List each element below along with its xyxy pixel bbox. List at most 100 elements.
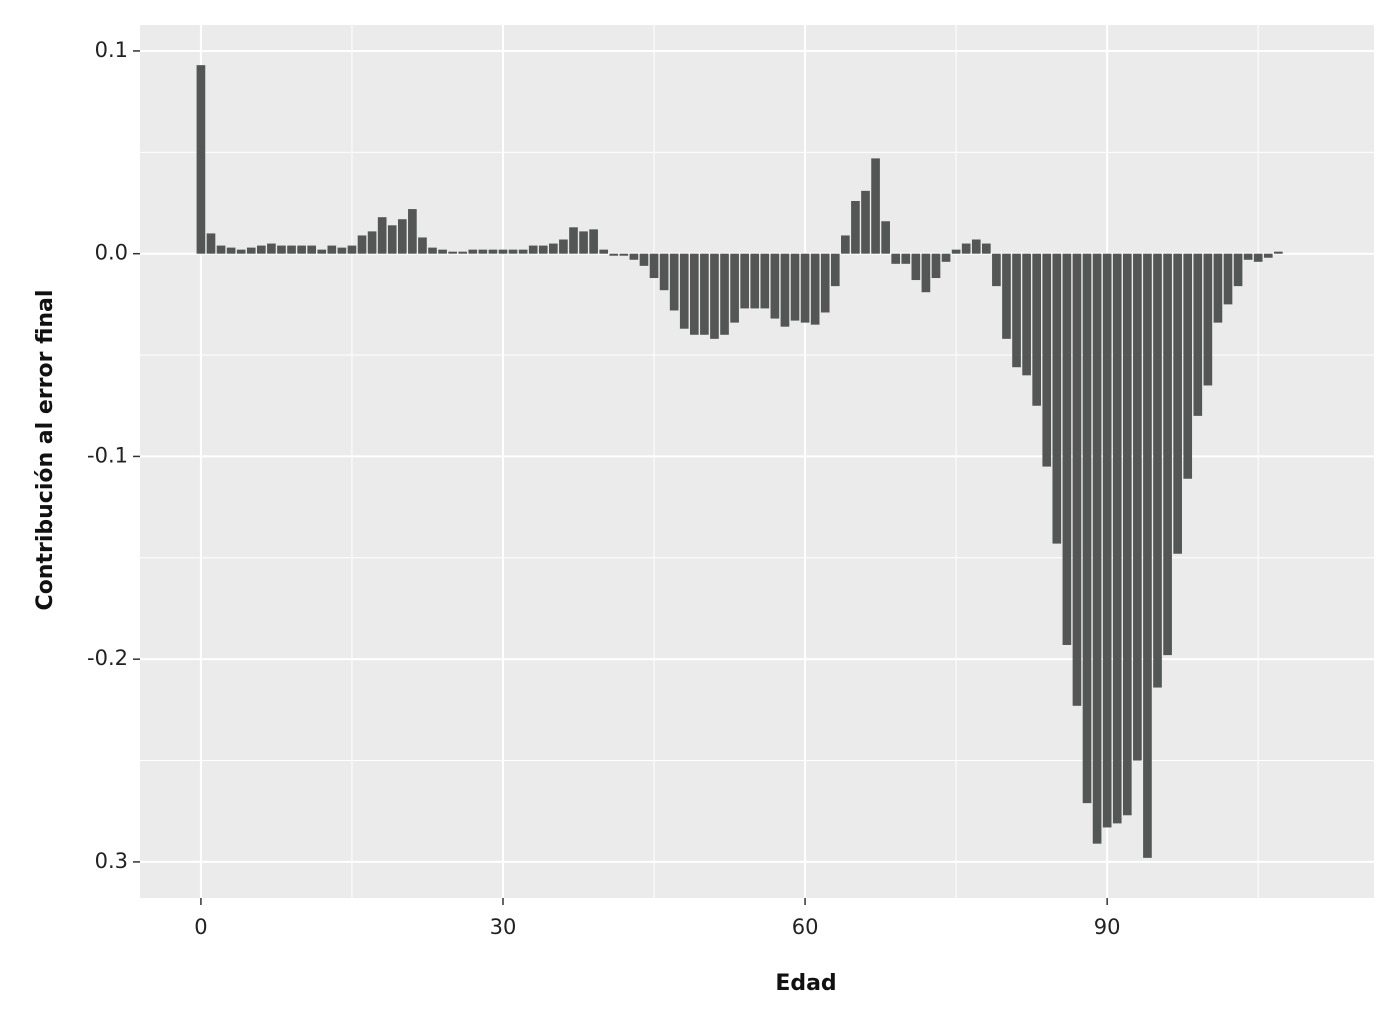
bar xyxy=(367,231,377,254)
bar xyxy=(508,249,518,254)
bar xyxy=(387,225,397,254)
bar xyxy=(911,253,921,281)
y-tick-label: 0.1 xyxy=(95,38,128,62)
bar xyxy=(1072,253,1082,706)
bar xyxy=(297,245,306,254)
bar xyxy=(750,253,760,309)
bar xyxy=(408,209,417,254)
bar xyxy=(1112,253,1122,824)
bar xyxy=(337,247,347,254)
bar xyxy=(458,251,468,254)
bar xyxy=(659,253,669,291)
y-tick-label: 0.0 xyxy=(95,241,128,265)
y-tick-label: -0.2 xyxy=(87,646,128,670)
bar xyxy=(327,245,337,254)
bar xyxy=(287,245,296,254)
bar xyxy=(1203,253,1213,386)
x-tick-label: 30 xyxy=(490,915,517,939)
bar xyxy=(629,253,639,260)
bar xyxy=(689,253,699,335)
bar xyxy=(1183,253,1193,479)
bar xyxy=(1173,253,1182,554)
x-axis-title: Edad xyxy=(775,971,836,996)
bar xyxy=(790,253,800,321)
bar xyxy=(971,239,981,254)
bar xyxy=(609,253,619,256)
bar xyxy=(1253,253,1263,262)
bar xyxy=(1153,253,1162,688)
bar xyxy=(498,249,508,254)
bar xyxy=(1052,253,1062,544)
bar xyxy=(871,158,880,254)
x-tick-label: 60 xyxy=(792,915,819,939)
bar xyxy=(1002,253,1011,339)
bar xyxy=(1223,253,1233,305)
bar xyxy=(428,247,437,254)
bar xyxy=(1163,253,1172,656)
bar xyxy=(669,253,679,311)
bar xyxy=(1102,253,1112,828)
bar xyxy=(760,253,770,309)
bar xyxy=(1042,253,1052,467)
bar xyxy=(841,235,850,254)
bar xyxy=(277,245,286,254)
bar xyxy=(891,253,901,264)
bar xyxy=(780,253,790,327)
y-axis-title: Contribución al error final xyxy=(33,290,58,611)
bar xyxy=(579,231,588,254)
bar xyxy=(1193,253,1203,416)
bar xyxy=(438,249,447,254)
bar xyxy=(1032,253,1042,406)
bar xyxy=(851,200,860,254)
bar xyxy=(992,253,1001,287)
bar xyxy=(377,217,387,254)
bar xyxy=(1233,253,1243,287)
bar xyxy=(720,253,729,335)
bar xyxy=(448,251,457,254)
bar xyxy=(528,245,538,254)
bar xyxy=(1082,253,1092,804)
bar xyxy=(830,253,840,287)
bar xyxy=(941,253,951,262)
bar xyxy=(478,249,488,254)
bar xyxy=(639,253,649,266)
bar xyxy=(679,253,689,329)
bar xyxy=(257,245,266,254)
bar xyxy=(1263,253,1273,258)
bar xyxy=(397,219,407,254)
bar xyxy=(1243,253,1253,260)
bar xyxy=(518,249,528,254)
bar xyxy=(1012,253,1021,368)
bar xyxy=(1092,253,1102,844)
bar xyxy=(1213,253,1223,323)
bar xyxy=(569,227,578,254)
bar xyxy=(418,237,427,254)
bar xyxy=(710,253,719,339)
bar xyxy=(589,229,598,254)
bar xyxy=(599,249,609,254)
bar xyxy=(931,253,941,279)
y-tick-label: -0.1 xyxy=(87,443,128,467)
bar xyxy=(1022,253,1031,376)
bar xyxy=(649,253,659,279)
bar xyxy=(1122,253,1132,816)
bar xyxy=(549,243,558,254)
bar xyxy=(861,190,870,254)
bar xyxy=(317,249,327,254)
bar xyxy=(901,253,911,264)
bar xyxy=(951,249,961,254)
bar xyxy=(820,253,830,313)
bar xyxy=(226,247,236,254)
bar xyxy=(347,245,357,254)
bar xyxy=(619,253,629,256)
bar xyxy=(216,245,226,254)
bar xyxy=(196,65,206,254)
bar xyxy=(246,247,256,254)
bar xyxy=(1143,253,1152,858)
x-tick-label: 0 xyxy=(194,915,207,939)
bar xyxy=(468,249,478,254)
x-tick-label: 90 xyxy=(1094,915,1121,939)
bar xyxy=(981,243,991,254)
bar xyxy=(1274,251,1283,254)
bar xyxy=(206,233,216,254)
